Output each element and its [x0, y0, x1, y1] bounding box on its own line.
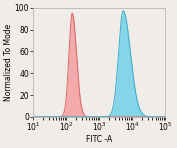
- X-axis label: FITC -A: FITC -A: [86, 135, 112, 144]
- Y-axis label: Normalized To Mode: Normalized To Mode: [4, 24, 13, 101]
